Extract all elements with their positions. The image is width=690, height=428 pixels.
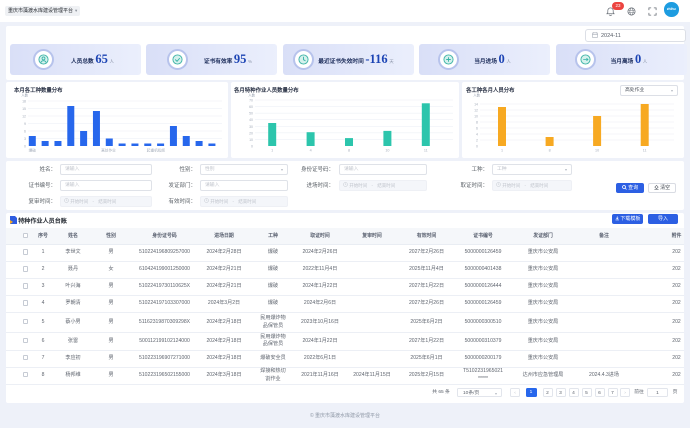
svg-text:6: 6 — [24, 130, 26, 134]
svg-text:10: 10 — [595, 149, 599, 153]
svg-text:50: 50 — [249, 112, 253, 116]
svg-text:2: 2 — [476, 139, 478, 143]
svg-text:1: 1 — [501, 149, 503, 153]
svg-text:人数: 人数 — [21, 93, 28, 98]
svg-text:人数: 人数 — [248, 93, 255, 98]
svg-text:12: 12 — [22, 115, 26, 119]
svg-text:0: 0 — [24, 145, 26, 149]
svg-text:4: 4 — [476, 133, 478, 137]
svg-text:30: 30 — [249, 125, 253, 129]
svg-text:70: 70 — [249, 99, 253, 103]
svg-text:11: 11 — [643, 149, 647, 153]
svg-text:60: 60 — [249, 105, 253, 109]
svg-text:3: 3 — [24, 137, 26, 141]
svg-text:4: 4 — [310, 149, 312, 153]
svg-text:人数: 人数 — [473, 93, 480, 98]
svg-text:8: 8 — [476, 121, 478, 125]
svg-text:20: 20 — [249, 131, 253, 135]
svg-text:8: 8 — [549, 149, 551, 153]
svg-text:10: 10 — [249, 138, 253, 142]
svg-text:15: 15 — [22, 107, 26, 111]
svg-text:0: 0 — [251, 145, 253, 149]
svg-text:40: 40 — [249, 118, 253, 122]
svg-text:18: 18 — [22, 100, 26, 104]
svg-text:起重机指挥: 起重机指挥 — [147, 148, 166, 153]
svg-text:6: 6 — [476, 127, 478, 131]
svg-text:9: 9 — [24, 122, 26, 126]
svg-text:10: 10 — [385, 149, 389, 153]
svg-text:11: 11 — [424, 149, 428, 153]
svg-text:8: 8 — [348, 149, 350, 153]
svg-text:10: 10 — [474, 115, 478, 119]
svg-text:0: 0 — [476, 145, 478, 149]
svg-text:14: 14 — [474, 103, 478, 107]
svg-text:12: 12 — [474, 109, 478, 113]
svg-text:爆破: 爆破 — [29, 148, 37, 153]
svg-text:高处作业: 高处作业 — [101, 148, 116, 153]
svg-text:1: 1 — [271, 149, 273, 153]
